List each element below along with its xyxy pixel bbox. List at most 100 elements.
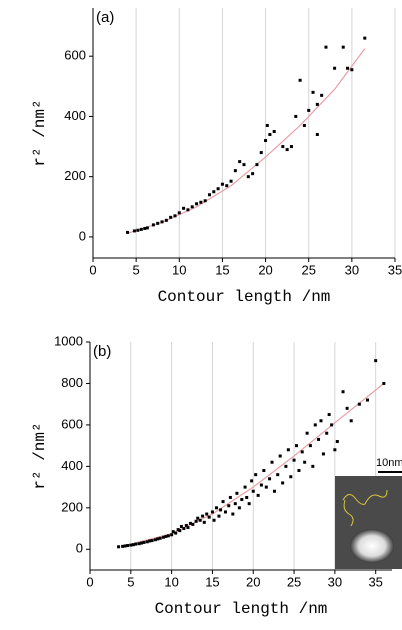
x-axis-label: Contour length /nm bbox=[158, 288, 331, 306]
data-point bbox=[156, 537, 160, 541]
data-point bbox=[132, 229, 136, 233]
y-axis-label: r² /nm² bbox=[31, 99, 49, 166]
data-point bbox=[228, 495, 232, 499]
data-point bbox=[270, 460, 274, 464]
data-point bbox=[311, 90, 315, 94]
data-point bbox=[173, 214, 177, 218]
data-point bbox=[235, 491, 239, 495]
data-point bbox=[143, 226, 147, 230]
data-point bbox=[136, 228, 140, 232]
data-point bbox=[315, 102, 319, 106]
data-point bbox=[195, 202, 199, 206]
data-point bbox=[281, 481, 285, 485]
data-point bbox=[250, 479, 254, 483]
data-point bbox=[284, 464, 288, 468]
data-point bbox=[220, 182, 224, 186]
data-point bbox=[126, 544, 130, 548]
data-point bbox=[160, 220, 164, 224]
data-point bbox=[178, 529, 182, 533]
data-point bbox=[255, 163, 259, 167]
data-point bbox=[341, 45, 345, 49]
data-point bbox=[308, 444, 312, 448]
data-point bbox=[330, 423, 334, 427]
y-tick-label: 0 bbox=[76, 541, 83, 556]
data-point bbox=[251, 172, 255, 176]
fit-line bbox=[127, 48, 366, 234]
data-point bbox=[150, 539, 154, 543]
data-point bbox=[153, 538, 157, 542]
x-axis-label: Contour length /nm bbox=[155, 600, 328, 618]
data-point bbox=[164, 218, 168, 222]
y-tick-label: 1000 bbox=[54, 333, 83, 348]
x-tick-label: 20 bbox=[246, 574, 260, 589]
x-tick-label: 35 bbox=[388, 262, 402, 277]
data-point bbox=[179, 524, 183, 528]
data-point bbox=[272, 129, 276, 133]
data-point bbox=[238, 160, 242, 164]
data-point bbox=[245, 495, 249, 499]
data-point bbox=[223, 510, 227, 514]
data-point bbox=[186, 208, 190, 212]
inset-blob bbox=[350, 529, 394, 563]
data-point bbox=[333, 66, 337, 70]
data-point bbox=[142, 540, 146, 544]
data-point bbox=[327, 413, 331, 417]
y-tick-label: 800 bbox=[61, 375, 83, 390]
data-point bbox=[240, 498, 244, 502]
data-point bbox=[297, 469, 301, 473]
data-point bbox=[176, 528, 180, 532]
data-point bbox=[182, 206, 186, 210]
x-tick-label: 30 bbox=[328, 574, 342, 589]
data-point bbox=[345, 406, 349, 410]
data-point bbox=[242, 163, 246, 167]
data-point bbox=[295, 444, 299, 448]
y-tick-label: 200 bbox=[61, 499, 83, 514]
y-tick-label: 0 bbox=[79, 228, 86, 243]
y-tick-label: 400 bbox=[61, 458, 83, 473]
data-point bbox=[129, 543, 133, 547]
x-tick-label: 15 bbox=[215, 262, 229, 277]
data-point bbox=[219, 508, 223, 512]
x-tick-label: 10 bbox=[172, 262, 186, 277]
data-point bbox=[333, 448, 337, 452]
data-point bbox=[294, 114, 298, 118]
data-point bbox=[215, 506, 219, 510]
data-point bbox=[198, 518, 202, 522]
x-tick-label: 25 bbox=[287, 574, 301, 589]
x-tick-label: 15 bbox=[205, 574, 219, 589]
data-point bbox=[315, 133, 319, 137]
data-point bbox=[319, 419, 323, 423]
data-point bbox=[262, 469, 266, 473]
y-axis-label: r² /nm² bbox=[31, 422, 49, 489]
data-point bbox=[346, 66, 350, 70]
data-point bbox=[186, 526, 190, 530]
data-point bbox=[229, 179, 233, 183]
data-point bbox=[190, 205, 194, 209]
data-point bbox=[151, 223, 155, 227]
x-tick-label: 25 bbox=[301, 262, 315, 277]
data-point bbox=[145, 540, 149, 544]
data-point bbox=[363, 36, 367, 40]
data-point bbox=[171, 530, 175, 534]
data-point bbox=[286, 448, 290, 452]
data-point bbox=[177, 211, 181, 215]
data-point bbox=[191, 522, 195, 526]
data-point bbox=[188, 521, 192, 525]
data-point bbox=[161, 535, 165, 539]
inset-image bbox=[335, 476, 402, 569]
data-point bbox=[156, 221, 160, 225]
y-tick-label: 400 bbox=[64, 108, 86, 123]
data-point bbox=[324, 45, 328, 49]
data-point bbox=[210, 510, 214, 514]
data-point bbox=[145, 226, 149, 230]
data-point bbox=[216, 187, 220, 191]
data-point bbox=[264, 485, 268, 489]
data-point bbox=[221, 500, 225, 504]
data-point bbox=[366, 398, 370, 402]
data-point bbox=[174, 531, 178, 535]
y-tick-label: 200 bbox=[64, 168, 86, 183]
data-point bbox=[194, 519, 198, 523]
data-point bbox=[298, 78, 302, 82]
data-point bbox=[311, 464, 315, 468]
data-point bbox=[137, 542, 141, 546]
